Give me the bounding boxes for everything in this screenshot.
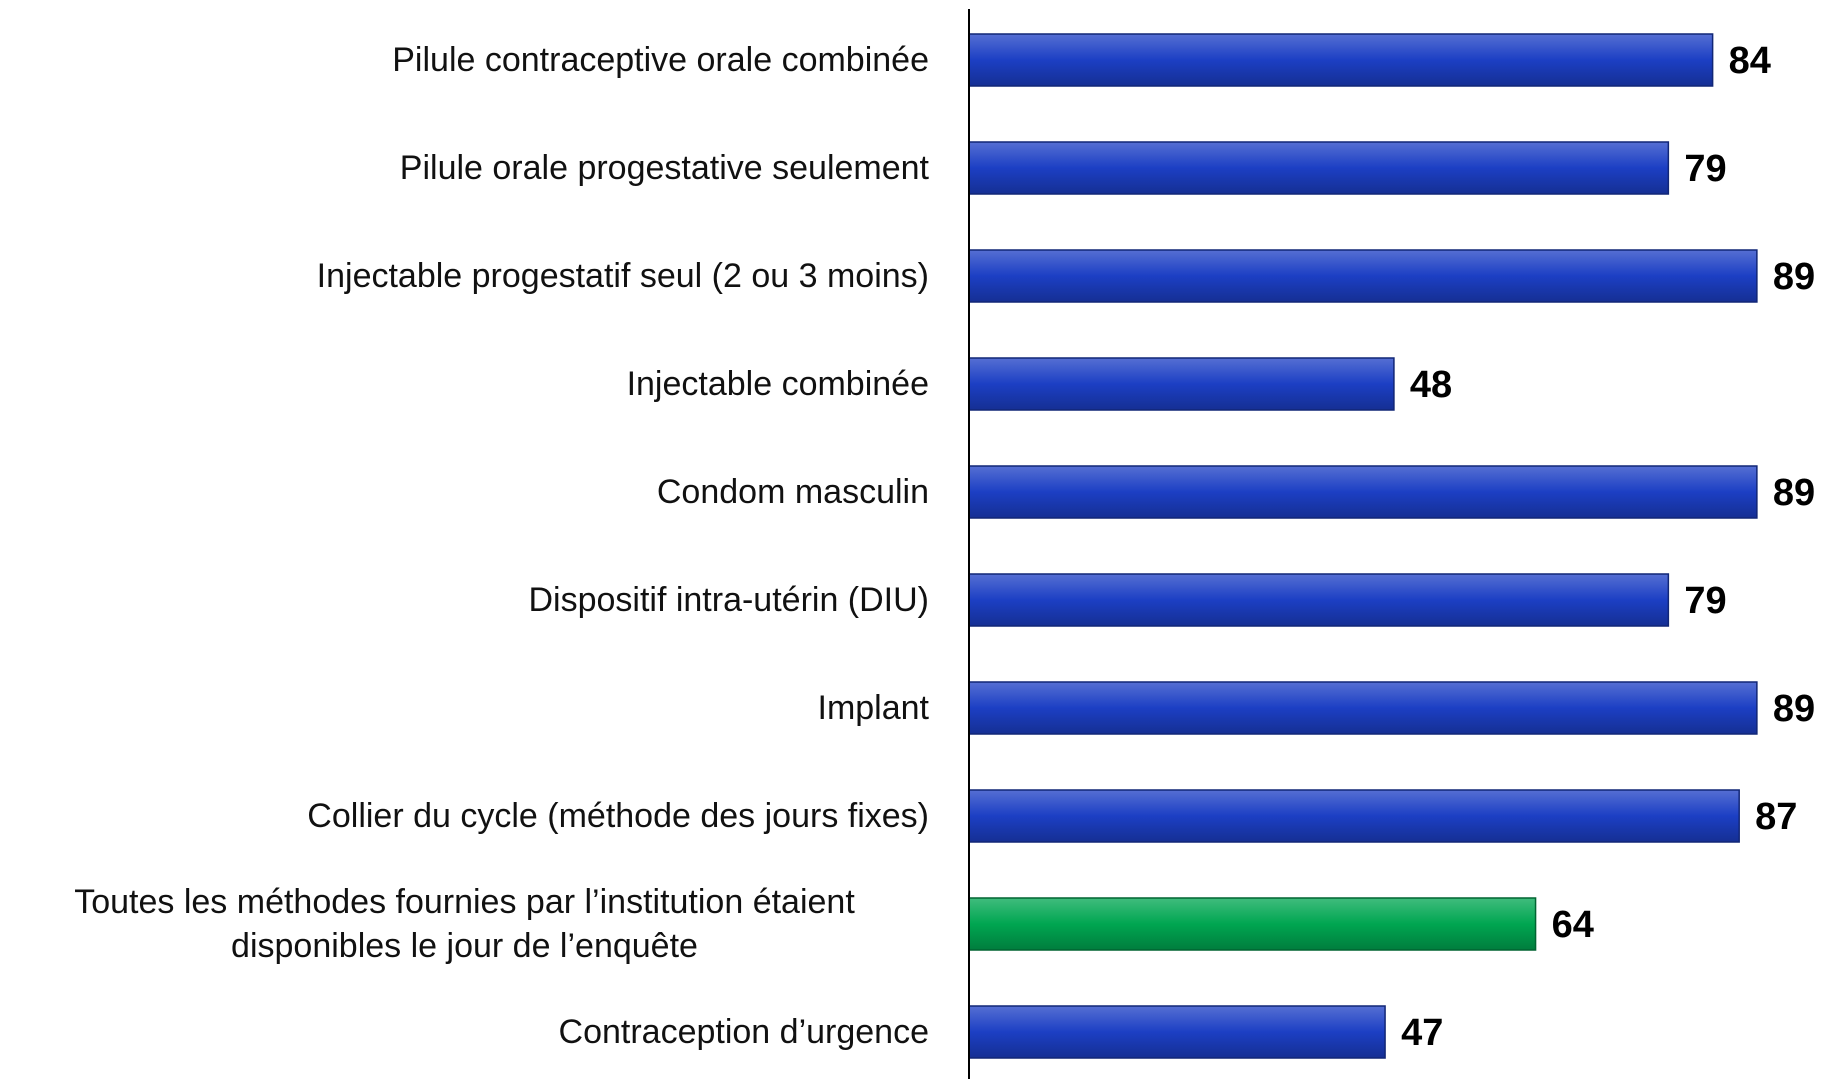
category-label: Contraception d’urgence xyxy=(0,1010,929,1054)
category-text: Condom masculin xyxy=(656,472,929,511)
category-label: Collier du cycle (méthode des jours fixe… xyxy=(0,794,929,838)
category-text: Implant xyxy=(817,688,930,727)
value-label: 89 xyxy=(1773,256,1815,298)
bar xyxy=(968,897,1537,951)
bar xyxy=(968,141,1670,195)
category-text: Injectable combinée xyxy=(626,364,929,403)
value-label: 87 xyxy=(1755,796,1797,838)
bar xyxy=(968,573,1670,627)
category-label: Pilule orale progestative seulement xyxy=(0,146,929,190)
category-label: Condom masculin xyxy=(0,470,929,514)
value-label: 89 xyxy=(1773,472,1815,514)
category-text: Toutes les méthodes fournies par l’insti… xyxy=(74,882,855,965)
bar xyxy=(968,465,1758,519)
category-label: Implant xyxy=(0,686,930,730)
category-label: Pilule contraceptive orale combinée xyxy=(0,38,929,82)
value-label: 89 xyxy=(1773,688,1815,730)
bar xyxy=(968,1005,1386,1059)
bar xyxy=(968,249,1758,303)
value-label: 64 xyxy=(1552,904,1594,946)
category-label: Toutes les méthodes fournies par l’insti… xyxy=(0,880,929,968)
category-text: Pilule contraceptive orale combinée xyxy=(392,40,929,79)
category-label: Dispositif intra-utérin (DIU) xyxy=(0,578,929,622)
bar xyxy=(968,357,1395,411)
category-text: Collier du cycle (méthode des jours fixe… xyxy=(307,796,929,835)
value-label: 48 xyxy=(1410,364,1452,406)
bar xyxy=(968,789,1740,843)
category-text: Contraception d’urgence xyxy=(558,1012,929,1051)
category-label: Injectable progestatif seul (2 ou 3 moin… xyxy=(0,254,929,298)
value-label: 79 xyxy=(1684,148,1726,190)
category-label: Injectable combinée xyxy=(0,362,929,406)
category-text: Dispositif intra-utérin (DIU) xyxy=(528,580,929,619)
bar xyxy=(968,681,1758,735)
bar xyxy=(968,33,1714,87)
value-label: 84 xyxy=(1729,40,1771,82)
category-text: Injectable progestatif seul (2 ou 3 moin… xyxy=(316,256,929,295)
value-label: 79 xyxy=(1684,580,1726,622)
category-text: Pilule orale progestative seulement xyxy=(399,148,929,187)
value-label: 47 xyxy=(1401,1012,1443,1054)
